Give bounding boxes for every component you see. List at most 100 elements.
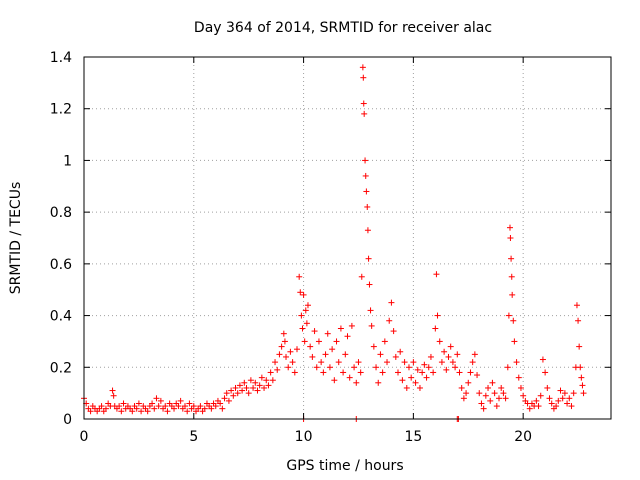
data-point (579, 382, 586, 389)
data-point (445, 353, 452, 360)
mark-layer (81, 64, 587, 422)
data-point (304, 302, 311, 309)
data-point (149, 400, 156, 407)
data-point (315, 338, 322, 345)
data-point (520, 392, 527, 399)
data-point (324, 330, 331, 337)
data-point (239, 387, 246, 394)
y-tick-label: 1 (63, 153, 72, 169)
data-point (364, 227, 371, 234)
data-point (553, 403, 560, 410)
data-point (340, 369, 347, 376)
data-point (370, 343, 377, 350)
data-point (491, 390, 498, 397)
data-point (511, 338, 518, 345)
y-tick-label: 0.2 (50, 360, 72, 376)
data-point (533, 397, 540, 404)
data-point (399, 377, 406, 384)
data-point (506, 224, 513, 231)
data-point (232, 384, 239, 391)
data-point (337, 325, 344, 332)
data-point (361, 110, 368, 117)
data-point (109, 387, 116, 394)
data-point (263, 377, 270, 384)
data-point (362, 172, 369, 179)
data-point (537, 392, 544, 399)
chart-title: Day 364 of 2014, SRMTID for receiver ala… (194, 20, 492, 36)
data-point (236, 382, 243, 389)
data-point (441, 348, 448, 355)
data-point (278, 343, 285, 350)
data-point (377, 351, 384, 358)
data-point (438, 359, 445, 366)
x-tick-label: 5 (189, 429, 198, 445)
y-tick-label: 0.6 (50, 257, 72, 273)
data-point (557, 387, 564, 394)
data-point (177, 397, 184, 404)
data-point (313, 364, 320, 371)
data-point (289, 359, 296, 366)
data-point (344, 333, 351, 340)
data-point (223, 390, 230, 397)
data-point (283, 353, 290, 360)
x-tick-label: 15 (404, 429, 422, 445)
data-point (434, 312, 441, 319)
data-point (555, 397, 562, 404)
data-point (320, 369, 327, 376)
data-point (427, 353, 434, 360)
data-point (353, 379, 360, 386)
data-point (299, 325, 306, 332)
data-point (405, 364, 412, 371)
data-point (261, 384, 268, 391)
data-point (250, 384, 257, 391)
data-point (360, 100, 367, 107)
data-point (331, 377, 338, 384)
data-point (151, 405, 158, 412)
data-point (297, 289, 304, 296)
data-point (395, 369, 402, 376)
grid-layer (84, 57, 611, 419)
data-point (561, 390, 568, 397)
data-point (401, 359, 408, 366)
data-point (171, 405, 178, 412)
data-point (230, 392, 237, 399)
data-point (144, 408, 151, 415)
data-point (298, 312, 305, 319)
data-point (577, 364, 584, 371)
data-point (329, 346, 336, 353)
data-point (580, 390, 587, 397)
data-point (351, 364, 358, 371)
data-point (333, 338, 340, 345)
data-point (342, 351, 349, 358)
data-point (496, 395, 503, 402)
data-point (493, 403, 500, 410)
y-tick-label: 1.2 (50, 102, 72, 118)
data-point (217, 400, 224, 407)
data-point (265, 382, 272, 389)
data-point (281, 338, 288, 345)
data-point (476, 390, 483, 397)
data-point (190, 403, 197, 410)
data-point (243, 384, 250, 391)
plot-frame (83, 56, 612, 420)
data-point (116, 403, 123, 410)
data-point (373, 364, 380, 371)
data-point (449, 359, 456, 366)
data-point (487, 397, 494, 404)
data-point (564, 400, 571, 407)
data-point (201, 405, 208, 412)
x-tick-label: 0 (80, 429, 89, 445)
x-tick-label: 10 (295, 429, 313, 445)
data-point (489, 379, 496, 386)
data-point (570, 390, 577, 397)
data-point (432, 325, 439, 332)
data-point (433, 271, 440, 278)
data-point (197, 403, 204, 410)
data-point (184, 408, 191, 415)
data-point (474, 372, 481, 379)
data-point (252, 379, 259, 386)
data-point (507, 235, 514, 241)
data-point (381, 338, 388, 345)
data-point (510, 317, 517, 324)
